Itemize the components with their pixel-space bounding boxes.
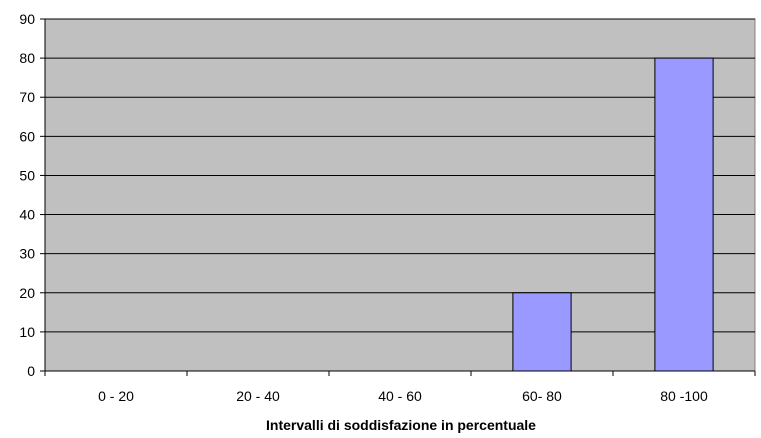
x-tick-label: 60- 80 [522,388,562,404]
y-tick-label: 90 [19,11,35,27]
y-tick-label: 80 [19,50,35,66]
y-tick-label: 10 [19,324,35,340]
x-tick-label: 0 - 20 [98,388,134,404]
bars [512,57,714,372]
y-tick-label: 70 [19,89,35,105]
y-tick-label: 20 [19,285,35,301]
x-tick-label: 40 - 60 [378,388,422,404]
bar [654,57,714,372]
x-tick-label: 80 -100 [660,388,708,404]
x-tick-label: 20 - 40 [236,388,280,404]
axes [40,18,756,376]
plot-area [44,18,756,372]
x-tick-labels: 0 - 20 20 - 40 40 - 60 60- 80 80 -100 [98,388,708,404]
y-tick-label: 50 [19,167,35,183]
x-axis-title: Intervalli di soddisfazione in percentua… [266,417,536,433]
y-tick-label: 60 [19,128,35,144]
y-tick-label: 30 [19,246,35,262]
gridlines [45,18,755,333]
y-tick-label: 0 [27,363,35,379]
bar [512,292,572,372]
y-tick-label: 40 [19,207,35,223]
y-tick-labels: 0 10 20 30 40 50 60 70 80 90 [19,11,35,379]
